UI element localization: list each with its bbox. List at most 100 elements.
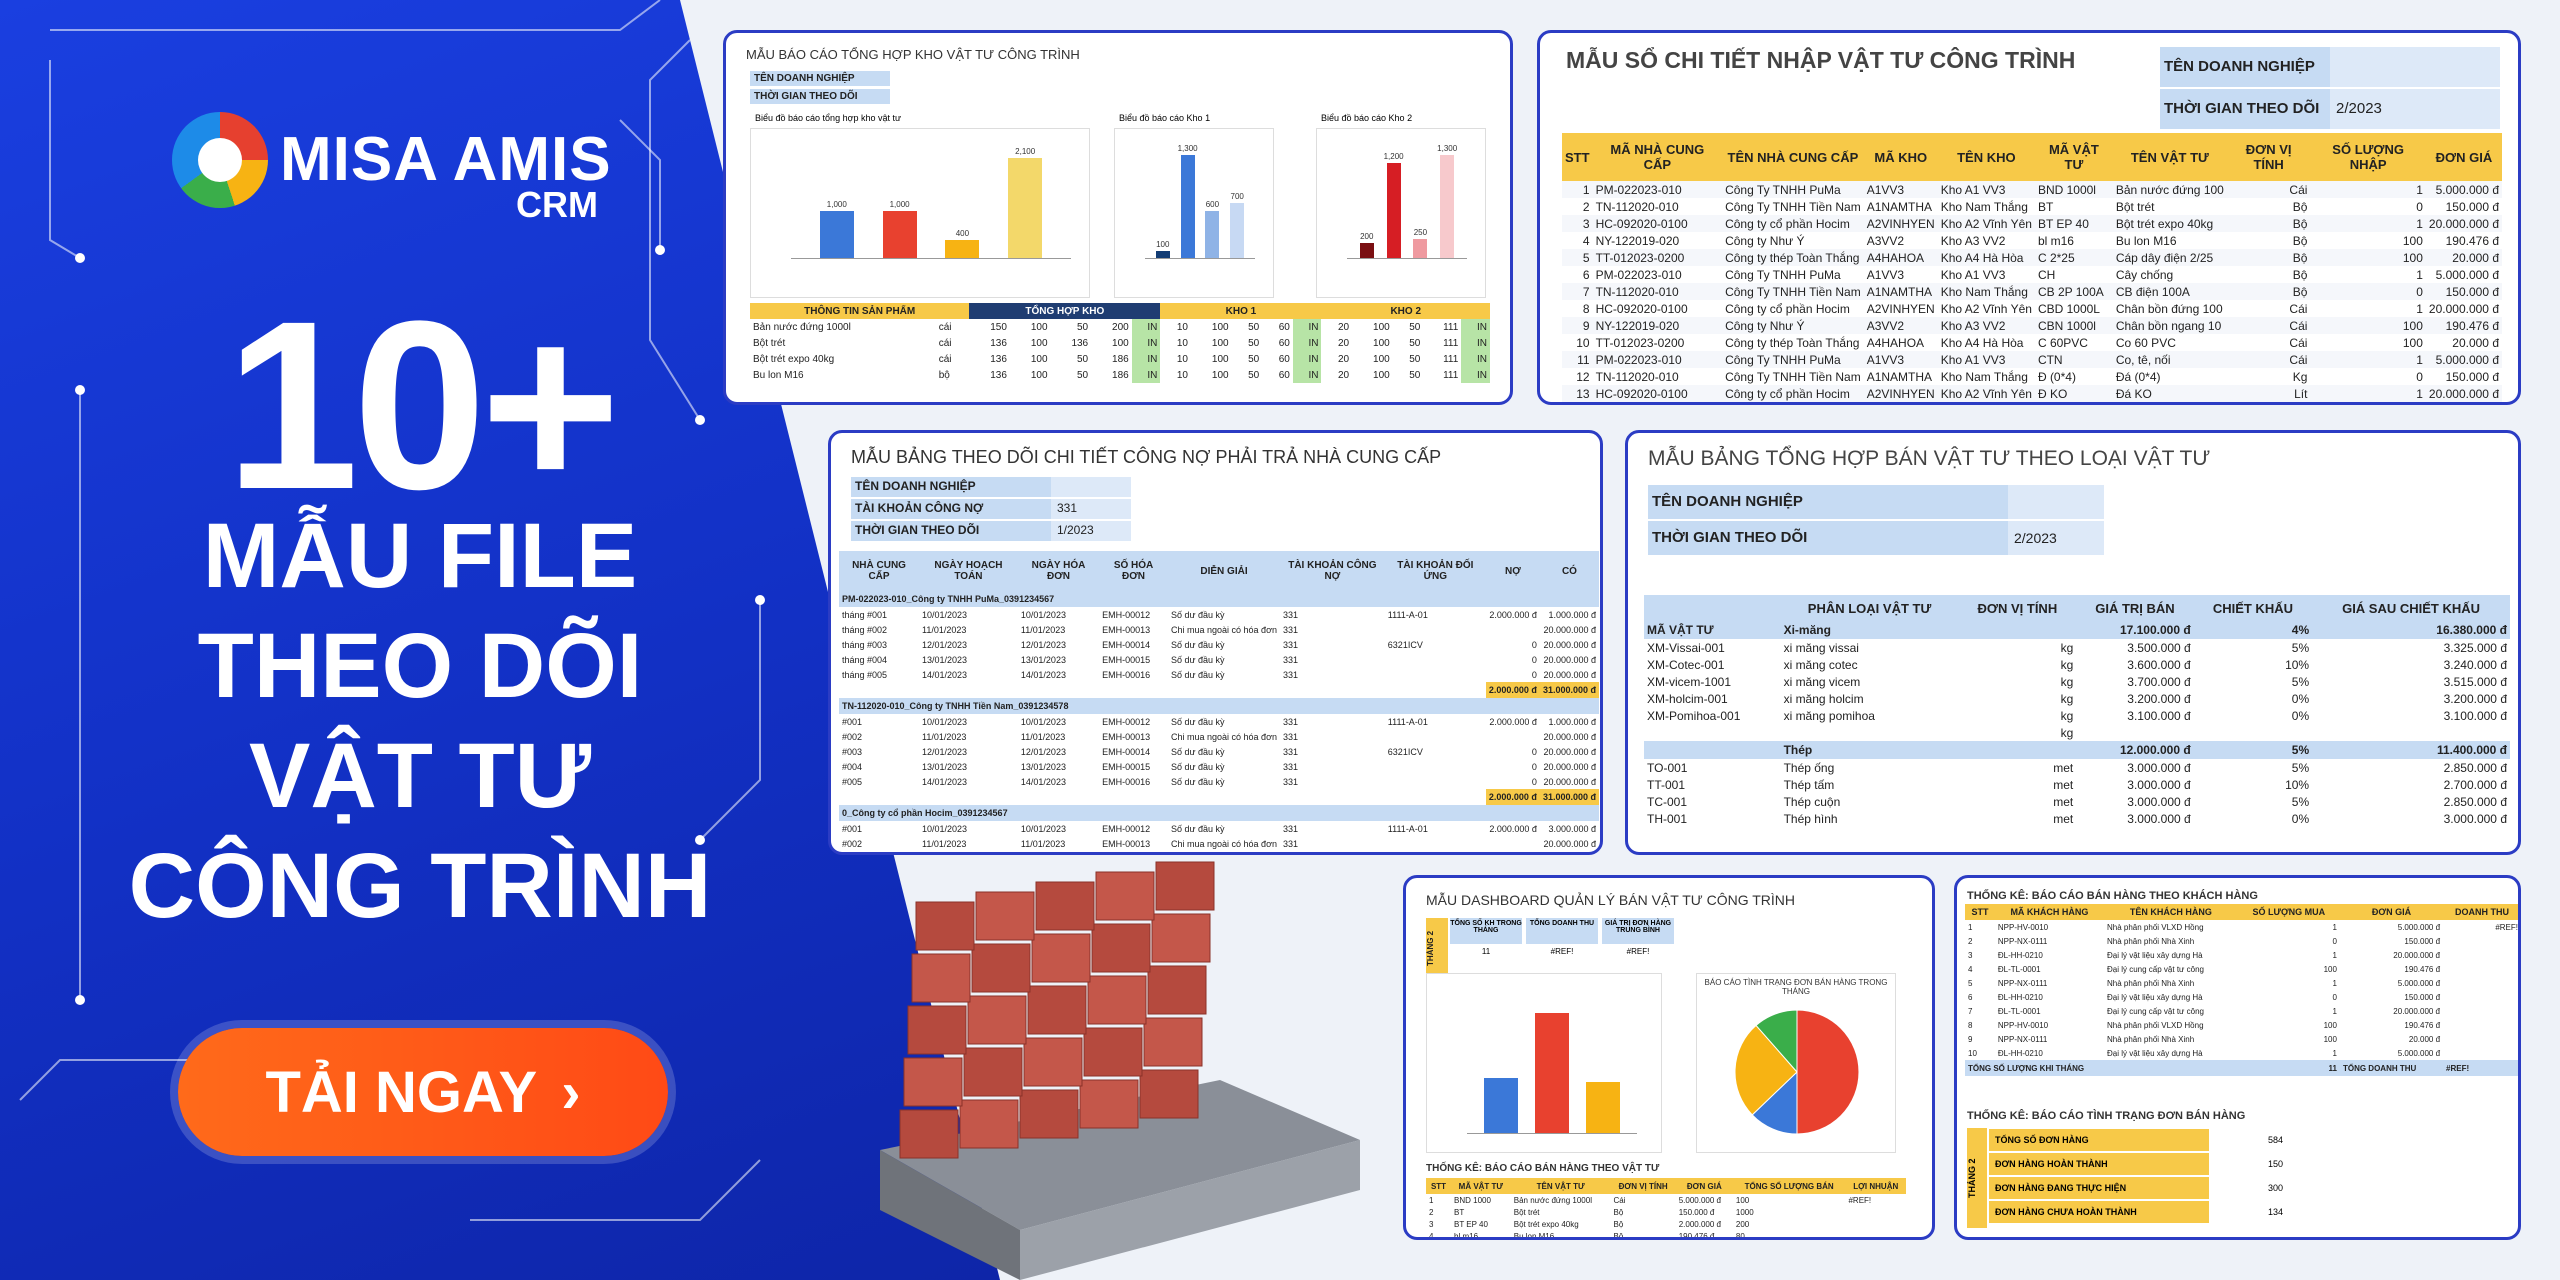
table-cell: kg: [2060, 725, 2074, 740]
table-cell: 0: [1486, 851, 1540, 852]
table-cell: 50: [1409, 353, 1421, 365]
table-cell: bl m16: [2037, 233, 2074, 248]
table-cell: 0: [1531, 776, 1537, 787]
table-cell: tháng #005: [842, 669, 888, 680]
total-rev: #REF!: [2446, 1063, 2470, 1073]
table-cell: 13/01/2023: [1020, 654, 1066, 665]
template-card-dashboard[interactable]: MẪU DASHBOARD QUẢN LÝ BÁN VẬT TƯ CÔNG TR…: [1403, 875, 1935, 1240]
table-cell: 60: [1278, 369, 1290, 381]
table-cell: Kho Nam Thắng: [1940, 369, 2028, 384]
table-cell: #002: [842, 838, 863, 849]
table-cell: EMH-00014: [1102, 746, 1151, 757]
table-cell: [1486, 729, 1540, 744]
table-cell: Công ty cổ phần Hocim: [1725, 216, 1850, 231]
column-header: CÓ: [1539, 551, 1599, 591]
brick: [1087, 975, 1147, 1025]
kpi-value: 11: [1481, 947, 1491, 956]
value-period: 2/2023: [2330, 89, 2500, 129]
brand-name: MISA AMIS: [280, 125, 612, 194]
chart-bar: [945, 239, 980, 259]
headline-line-1: MẪU FILE: [202, 505, 638, 607]
table-cell: Chi mua ngoài có hóa đơn: [1171, 838, 1277, 849]
table-row: Bột trét cái 136 100 136 100 IN 10 100 50 60 IN 20 10…: [750, 335, 1490, 351]
table-cell: TT-001: [1647, 777, 1686, 792]
brick: [1083, 1027, 1143, 1077]
chart-bar: [1008, 158, 1043, 259]
table-cell: 331: [1282, 609, 1299, 620]
table-cell: Đá (0*4): [2115, 369, 2161, 384]
table-cell: 20.000.000 đ: [1543, 746, 1596, 757]
table-cell: Bột trét expo 40kg: [753, 353, 835, 365]
table-cell: 331: [1282, 639, 1299, 650]
table-cell: 150.000 đ: [2445, 284, 2499, 299]
table-cell: 12/01/2023: [922, 639, 968, 650]
status-value: 584: [2267, 1135, 2283, 1145]
column-header: PHÂN LOẠI VẬT TƯ: [1780, 595, 1959, 621]
table-cell: 50: [1077, 321, 1089, 333]
brand-logo: MISA AMIS: [172, 112, 612, 208]
template-card-warehouse-summary[interactable]: MẪU BÁO CÁO TỔNG HỢP KHO VẬT TƯ CÔNG TRÌ…: [723, 30, 1513, 405]
status-value: 150: [2267, 1159, 2283, 1169]
table-row: 9 NPP-NX-0111 Nhà phân phối Nhà Xinh 100 20.…: [1965, 1032, 2518, 1046]
table-cell: Cái: [2289, 182, 2308, 197]
table-cell: 14/01/2023: [922, 669, 968, 680]
table-row: 10 ĐL-HH-0210 Đại lý vật liệu xây dựng Hà 1…: [1965, 1046, 2518, 1060]
column-header: ĐƠN GIÁ: [1675, 1178, 1733, 1194]
column-header: STT: [1426, 1178, 1451, 1194]
table-cell: xi măng cotec: [1783, 657, 1858, 672]
table-cell: BT EP 40: [2037, 216, 2089, 231]
table-cell: Chi mua ngoài có hóa đơn: [1171, 624, 1277, 635]
table-cell: 4: [1582, 233, 1590, 248]
table-cell: Kho A2 Vĩnh Yên: [1940, 216, 2032, 231]
table-cell: 9: [1582, 318, 1590, 333]
table-cell: CH: [2037, 267, 2056, 282]
table-cell: 13/01/2023: [922, 654, 968, 665]
table-cell: 0: [1531, 746, 1537, 757]
table-cell: 1: [2416, 216, 2423, 231]
table-cell: 20.000.000 đ: [2428, 216, 2499, 231]
table-row: 1 PM-022023-010 Công Ty TNHH PuMa A1VV3 Kho …: [1562, 181, 2502, 198]
template-card-payables[interactable]: MẪU BẢNG THEO DÕI CHI TIẾT CÔNG NỢ PHẢI …: [828, 430, 1603, 855]
chart-title: Biểu đồ báo cáo tổng hợp kho vật tư: [755, 113, 902, 123]
table-cell: EMH-00012: [1102, 716, 1151, 727]
table-cell: 10%: [2285, 777, 2310, 792]
total-row: 2.000.000 đ 31.000.000 đ: [839, 789, 1599, 805]
table-row: #005 14/01/2023 14/01/2023 EMH-00016 Số dư đ…: [839, 774, 1599, 789]
chart-bar: [1359, 243, 1374, 259]
table-cell: TN-112020-010: [1595, 199, 1679, 214]
table-cell: [1385, 729, 1486, 744]
total-label: TỔNG SỐ LƯỢNG KHI THÁNG: [1968, 1063, 2085, 1073]
table-row: kg: [1644, 724, 2510, 741]
table-cell: 2: [1968, 936, 1973, 946]
chart-title: Biểu đồ báo cáo Kho 2: [1321, 113, 1413, 123]
table-row: XM-Vissai-001 xi măng vissai kg 3.500.000 đ…: [1644, 639, 2510, 656]
template-card-customer-sales[interactable]: THỐNG KÊ: BÁO CÁO BÁN HÀNG THEO KHÁCH HÀ…: [1954, 875, 2521, 1240]
chart-value-label: 200: [1360, 232, 1374, 241]
table-row: 12 TN-112020-010 Công Ty TNHH Tiền Nam A1NA…: [1562, 368, 2502, 385]
table-cell: A1VV3: [1866, 182, 1905, 197]
table-cell: Đại lý cung cấp vật tư công: [2107, 964, 2204, 974]
table-cell: 20.000.000 đ: [2393, 950, 2441, 960]
table-cell: 136: [990, 369, 1007, 381]
table-cell: Cái: [2289, 352, 2308, 367]
table-row: 2 BT Bột trét Bộ 150.000 đ 1000: [1426, 1206, 1906, 1218]
template-card-import-ledger[interactable]: MẪU SỔ CHI TIẾT NHẬP VẬT TƯ CÔNG TRÌNH T…: [1537, 30, 2521, 405]
table-cell: Công ty Như Ý: [1725, 318, 1805, 333]
table-title-1: THỐNG KÊ: BÁO CÁO BÁN HÀNG THEO KHÁCH HÀ…: [1967, 890, 2258, 902]
table-cell: Nhà phân phối VLXD Hồng: [2107, 1020, 2204, 1030]
download-button[interactable]: TẢI NGAY ›: [178, 1028, 668, 1156]
table-cell: 10/01/2023: [1020, 823, 1066, 834]
table-cell: 1: [2332, 1006, 2337, 1016]
table-cell: 1: [1429, 1195, 1434, 1205]
table-cell: 3.100.000 đ: [2443, 708, 2507, 723]
table-cell: HC-092020-0100: [1595, 386, 1688, 401]
column-header: TÊN NHÀ CUNG CẤP: [1722, 133, 1864, 181]
col-group-product: THÔNG TIN SẢN PHẨM: [750, 303, 970, 319]
table-cell: 3.100.000 đ: [2127, 708, 2191, 723]
table-cell: BT: [2037, 199, 2054, 214]
value-company: [2330, 47, 2500, 87]
template-card-sales-by-type[interactable]: MẪU BẢNG TỔNG HỢP BÁN VẬT TƯ THEO LOẠI V…: [1625, 430, 2521, 855]
table-cell: 7: [1582, 284, 1590, 299]
table-cell: #002: [842, 731, 863, 742]
